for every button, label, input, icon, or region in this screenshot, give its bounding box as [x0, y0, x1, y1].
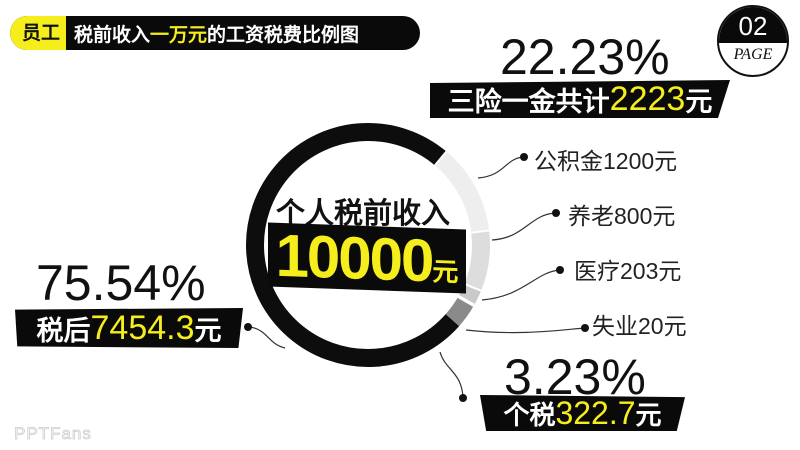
page-label: PAGE	[733, 46, 773, 63]
page-badge: 02 PAGE	[717, 5, 789, 77]
tax-percent: 3.23%	[504, 349, 646, 405]
tax-amount: 322.7	[555, 394, 636, 431]
donut-segment-5	[445, 296, 474, 327]
dot-yl	[552, 209, 560, 217]
segment-divider	[464, 283, 482, 292]
breakdown-amount: 20	[638, 313, 664, 339]
connector-yiliao	[481, 269, 561, 301]
connector-tax	[439, 351, 464, 399]
breakdown-label: 失业	[592, 314, 638, 340]
connector-sy	[465, 327, 586, 334]
page-title: 税前收入一万元的工资税费比例图	[66, 20, 359, 47]
after-tax-amount: 7454.3	[90, 308, 195, 347]
insurance-amount: 2223	[609, 79, 686, 118]
after-tax-label: 税后	[36, 315, 91, 347]
breakdown-amount: 1200	[603, 148, 655, 174]
breakdown-unit: 元	[658, 259, 682, 285]
donut-segment-0	[246, 123, 460, 367]
tax-unit: 元	[635, 400, 662, 431]
connector-gjj	[477, 156, 525, 179]
segment-divider	[457, 296, 475, 307]
title-tag: 员工	[10, 16, 67, 50]
breakdown-unit: 元	[654, 149, 678, 175]
segment-divider	[458, 295, 475, 306]
donut-segment-1	[434, 151, 490, 233]
breakdown-item: 失业20元	[592, 307, 687, 341]
segment-divider	[434, 150, 448, 166]
connector-aftertax	[249, 326, 286, 349]
insurance-banner: 三险一金共计 2223 元	[430, 80, 730, 118]
watermark: PPTFans	[14, 424, 92, 444]
breakdown-item: 养老800元	[568, 197, 675, 231]
dot-gjj	[520, 153, 528, 161]
breakdown-label: 公积金	[534, 149, 603, 175]
breakdown-label: 医疗	[574, 259, 620, 285]
insurance-percent: 22.23%	[500, 29, 670, 85]
insurance-label: 三险一金共计	[447, 86, 610, 118]
after-tax-percent: 75.54%	[36, 255, 206, 311]
breakdown-amount: 203	[620, 258, 659, 284]
tax-label: 个税	[503, 400, 556, 431]
breakdown-amount: 800	[614, 203, 653, 229]
dot-aftertax	[244, 323, 252, 331]
breakdown-item: 医疗203元	[574, 252, 681, 286]
donut-segment-2	[464, 230, 490, 291]
dot-tax	[459, 394, 467, 402]
dot-yiliao	[556, 266, 564, 274]
center-amount: 10000	[275, 221, 433, 294]
dot-sy	[581, 324, 589, 332]
breakdown-unit: 元	[663, 314, 687, 340]
donut-segment-3	[458, 283, 482, 305]
breakdown-label: 养老	[568, 204, 614, 230]
after-tax-unit: 元	[194, 315, 222, 347]
insurance-unit: 元	[685, 86, 713, 118]
title-bar: 员工 税前收入一万元的工资税费比例图	[10, 16, 420, 50]
center-amount-banner: 10000 元	[268, 221, 466, 294]
title-pre: 税前收入	[74, 23, 151, 46]
connectors	[249, 156, 586, 399]
connector-yl	[491, 212, 557, 241]
breakdown-unit: 元	[652, 204, 676, 230]
segment-divider	[471, 229, 490, 234]
center-unit: 元	[432, 256, 459, 288]
breakdown-item: 公积金1200元	[534, 142, 677, 176]
page-number: 02	[719, 7, 787, 43]
title-post: 的工资税费比例图	[207, 23, 360, 46]
tax-banner: 个税 322.7 元	[480, 395, 685, 431]
title-highlight: 一万元	[150, 23, 208, 46]
after-tax-banner: 税后 7454.3 元	[15, 308, 243, 348]
